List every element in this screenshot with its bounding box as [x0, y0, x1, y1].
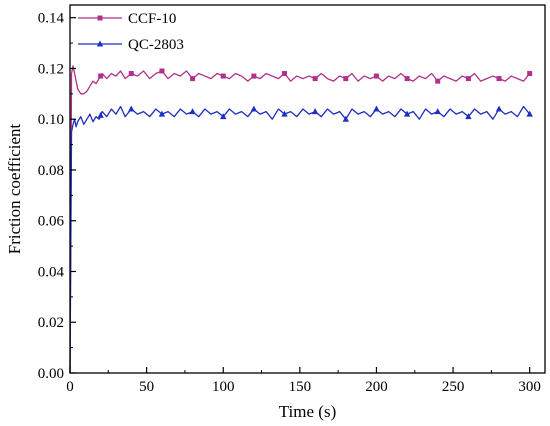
legend-item-qc-2803: QC-2803	[78, 37, 184, 53]
y-axis-label: Friction coefficient	[5, 124, 24, 255]
data-point-ccf-10	[190, 76, 196, 82]
legend-label-qc-2803: QC-2803	[128, 37, 184, 53]
legend-marker-qc-2803	[96, 40, 104, 47]
data-point-ccf-10	[435, 78, 441, 84]
data-point-ccf-10	[465, 76, 471, 82]
legend-marker-ccf-10	[97, 15, 103, 21]
legend-label-ccf-10: CCF-10	[128, 11, 176, 27]
data-point-qc-2803	[158, 110, 166, 117]
series-line-qc-2803	[69, 105, 531, 374]
y-axis-ticks: 0.00 0.02 0.04 0.06 0.08 0.10 0.12 0.14	[38, 11, 76, 382]
series-line-ccf-10	[69, 65, 531, 374]
data-point-qc-2803	[189, 108, 196, 115]
y-tick-label: 0.10	[38, 112, 64, 128]
plot-frame	[69, 4, 546, 374]
y-tick-label: 0.04	[38, 264, 65, 280]
data-point-ccf-10	[312, 76, 318, 82]
data-point-ccf-10	[496, 76, 502, 82]
data-point-ccf-10	[343, 76, 349, 82]
legend-item-ccf-10: CCF-10	[78, 11, 176, 27]
data-point-ccf-10	[98, 73, 104, 79]
data-point-ccf-10	[373, 73, 379, 79]
x-tick-label: 200	[365, 379, 388, 395]
data-point-ccf-10	[159, 68, 165, 74]
data-point-ccf-10	[282, 71, 288, 77]
y-tick-label: 0.02	[38, 315, 64, 331]
x-axis-ticks: 0 50 100 150 200 250 300	[66, 367, 541, 395]
x-axis-label: Time (s)	[279, 402, 336, 421]
x-tick-label: 150	[289, 379, 312, 395]
data-point-qc-2803	[526, 110, 533, 117]
data-point-ccf-10	[251, 73, 257, 79]
legend: CCF-10 QC-2803	[78, 11, 184, 53]
data-point-qc-2803	[220, 113, 227, 120]
x-tick-label: 0	[66, 379, 74, 395]
y-tick-label: 0.08	[38, 163, 64, 179]
data-point-ccf-10	[128, 71, 134, 77]
data-point-qc-2803	[465, 113, 472, 120]
data-point-ccf-10	[404, 76, 410, 82]
x-tick-label: 50	[139, 379, 154, 395]
x-tick-label: 250	[442, 379, 465, 395]
data-point-qc-2803	[281, 110, 288, 117]
x-tick-label: 100	[212, 379, 235, 395]
y-tick-label: 0.14	[38, 11, 65, 27]
data-point-ccf-10	[220, 73, 226, 79]
data-point-ccf-10	[527, 71, 533, 77]
data-point-qc-2803	[373, 105, 380, 112]
data-point-qc-2803	[495, 105, 503, 112]
y-tick-label: 0.00	[38, 366, 64, 382]
x-tick-label: 300	[518, 379, 541, 395]
data-point-qc-2803	[311, 108, 319, 115]
data-point-qc-2803	[403, 110, 411, 117]
data-point-qc-2803	[342, 115, 350, 122]
data-point-qc-2803	[97, 111, 104, 118]
data-point-qc-2803	[434, 108, 441, 115]
plot-area	[69, 65, 533, 374]
y-tick-label: 0.06	[38, 214, 65, 230]
data-point-qc-2803	[128, 105, 135, 112]
axes	[69, 4, 546, 374]
data-point-qc-2803	[250, 105, 258, 112]
y-tick-label: 0.12	[38, 61, 64, 77]
